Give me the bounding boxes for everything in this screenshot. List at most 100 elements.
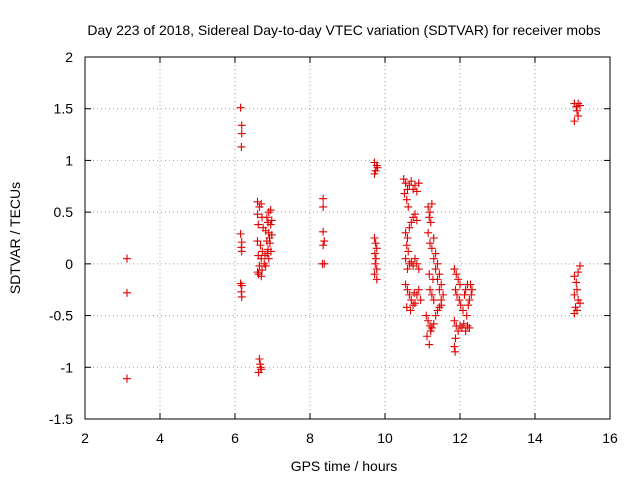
data-point-marker — [370, 234, 379, 242]
data-point-marker — [403, 265, 412, 274]
data-point-marker — [427, 290, 436, 299]
data-point-marker — [462, 311, 471, 320]
data-point-marker — [372, 275, 381, 284]
data-point-marker — [404, 202, 413, 211]
data-point-marker — [405, 259, 414, 268]
data-point-marker — [453, 290, 461, 299]
data-point-marker — [372, 265, 381, 274]
data-point-marker — [257, 272, 266, 281]
data-point-marker — [460, 290, 469, 299]
data-point-marker — [412, 259, 421, 268]
data-point-marker — [407, 177, 416, 186]
data-point-marker — [426, 239, 434, 248]
x-tick-label: 6 — [231, 430, 239, 446]
data-point-marker — [411, 210, 419, 219]
data-point-marker — [468, 285, 476, 294]
y-tick-label: -1.5 — [49, 411, 73, 427]
data-point-marker — [456, 280, 464, 289]
data-point-marker — [414, 285, 423, 294]
y-tick-label: 0.5 — [54, 204, 74, 220]
data-point-marker — [451, 347, 460, 356]
data-point-marker — [404, 247, 413, 256]
data-point-marker — [424, 316, 433, 325]
data-point-marker — [371, 239, 380, 248]
data-point-marker — [574, 99, 583, 108]
data-point-marker — [576, 299, 584, 308]
axis-ticks — [84, 56, 611, 420]
data-point-marker — [372, 244, 381, 253]
data-point-marker — [574, 268, 583, 277]
data-point-marker — [370, 270, 379, 279]
data-point-marker — [410, 288, 419, 297]
data-point-marker — [429, 234, 438, 242]
data-point-marker — [452, 270, 461, 279]
data-point-marker — [451, 334, 460, 343]
data-point-marker — [429, 296, 438, 305]
data-point-marker — [403, 285, 412, 294]
data-point-marker — [253, 210, 262, 219]
y-tick-label: -0.5 — [49, 308, 73, 324]
data-point-marker — [409, 261, 418, 270]
x-tick-label: 8 — [306, 430, 314, 446]
data-point-marker — [370, 169, 379, 178]
data-point-marker — [570, 272, 579, 281]
data-point-marker — [431, 311, 440, 320]
data-point-marker — [265, 234, 274, 242]
x-tick-labels: 2 4 6 8 10 12 14 16 — [81, 430, 618, 446]
data-point-marker — [466, 280, 475, 289]
y-tick-labels: -1.5 -1 -0.5 0 0.5 1 1.5 2 — [49, 49, 73, 427]
data-point-marker — [425, 270, 434, 279]
data-point-marker — [400, 189, 409, 198]
data-point-marker — [572, 278, 581, 287]
data-point-marker — [266, 220, 275, 229]
data-point-marker — [416, 296, 425, 305]
data-point-marker — [573, 285, 581, 294]
data-point-marker — [403, 234, 412, 242]
data-point-marker — [260, 259, 269, 268]
data-point-marker — [319, 194, 328, 203]
data-point-marker — [262, 213, 271, 222]
data-point-marker — [425, 213, 434, 222]
data-point-marker — [463, 321, 472, 330]
data-point-marker — [456, 321, 464, 330]
x-tick-label: 2 — [81, 430, 89, 446]
data-point-marker — [570, 309, 579, 318]
data-point-marker — [399, 175, 408, 184]
data-point-marker — [454, 275, 463, 284]
data-point-marker — [320, 259, 329, 268]
data-point-marker — [407, 218, 416, 227]
data-point-marker — [257, 365, 266, 374]
x-tick-label: 14 — [527, 430, 543, 446]
x-tick-label: 16 — [602, 430, 618, 446]
y-axis-label: SDTVAR / TECUs — [7, 182, 23, 294]
data-point-marker — [263, 249, 272, 258]
data-point-marker — [319, 241, 328, 250]
data-point-marker — [426, 327, 435, 336]
grid-lines — [85, 57, 610, 419]
data-point-marker — [236, 229, 245, 238]
data-point-marker — [429, 254, 438, 263]
data-point-marker — [264, 254, 273, 263]
data-point-marker — [237, 247, 246, 256]
data-point-marker — [123, 288, 131, 297]
data-point-marker — [431, 249, 440, 258]
data-point-marker — [450, 316, 459, 325]
data-point-marker — [570, 117, 579, 126]
data-point-marker — [401, 228, 410, 237]
y-tick-label: 1.5 — [54, 101, 74, 117]
y-tick-label: 0 — [65, 256, 73, 272]
data-point-marker — [370, 249, 379, 258]
data-point-marker — [426, 218, 435, 227]
data-point-marker — [467, 290, 476, 299]
data-point-marker — [405, 290, 414, 299]
data-point-marker — [401, 280, 410, 289]
data-point-marker — [435, 303, 444, 312]
data-point-marker — [433, 259, 442, 268]
data-point-marker — [439, 290, 448, 299]
data-point-marker — [573, 106, 581, 115]
data-point-marker — [570, 290, 579, 299]
data-point-marker — [258, 266, 266, 275]
data-point-marker — [431, 265, 440, 274]
data-point-marker — [450, 265, 459, 274]
data-point-marker — [373, 163, 382, 172]
